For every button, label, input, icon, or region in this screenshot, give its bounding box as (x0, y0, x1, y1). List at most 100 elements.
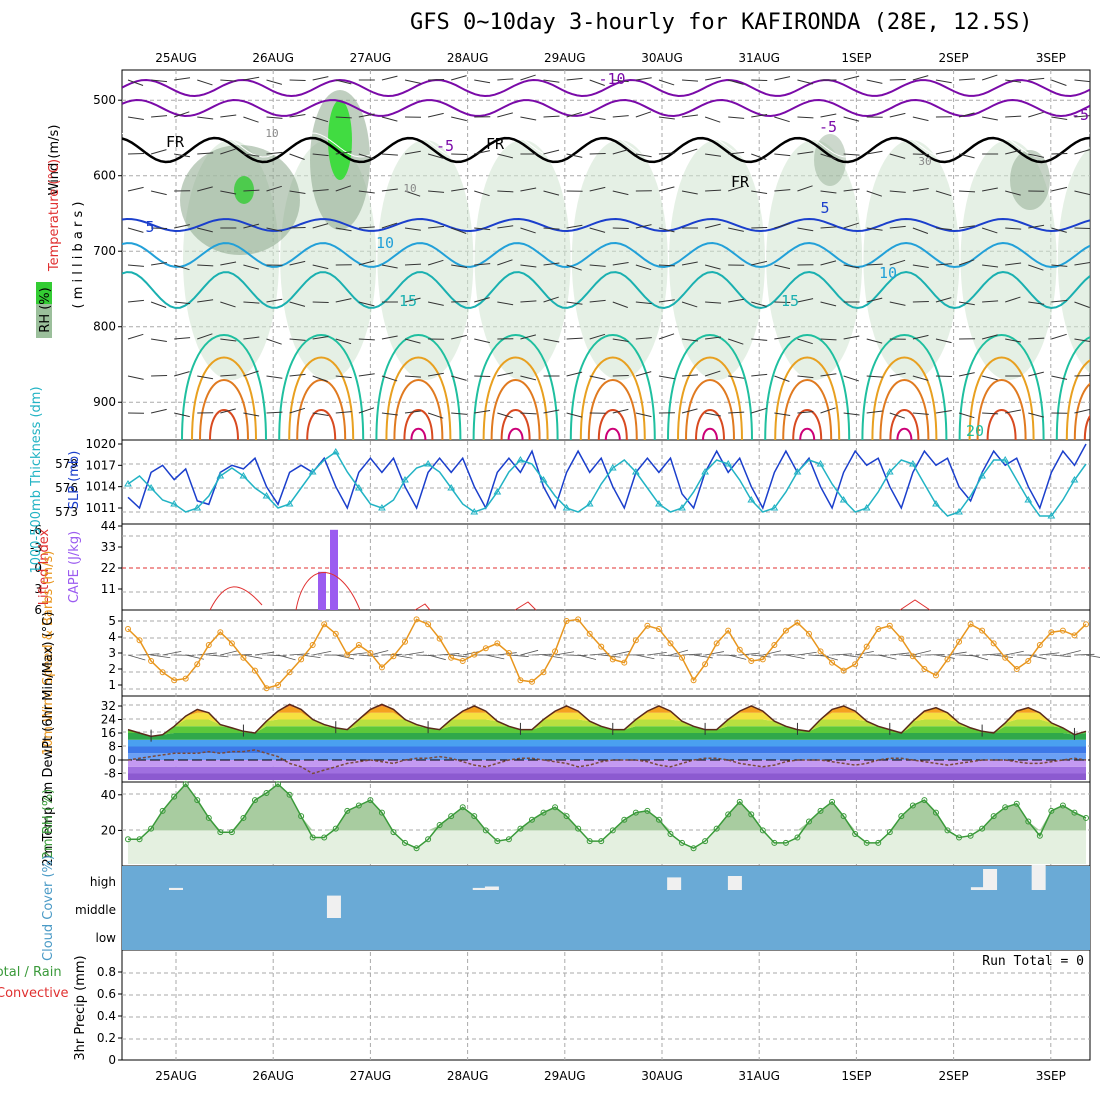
rh-line-marker (552, 804, 559, 811)
wind-barb (474, 79, 491, 84)
surface-wind-barb (878, 654, 897, 660)
wind-barb (127, 264, 144, 267)
wind-barb (289, 153, 305, 160)
ylabel-10m-wind: 10m Wind Speed & Barbs (m/s) (41, 551, 56, 756)
thickness-line-marker (262, 492, 271, 499)
temperature-dome (1065, 359, 1090, 440)
wind-speed-line-marker (482, 645, 489, 652)
contour-label: 15 (399, 292, 417, 310)
wind-speed-line-marker (1013, 666, 1020, 672)
wind-barb (1005, 149, 1021, 155)
wind-barb (220, 374, 237, 377)
wind-barb (1005, 79, 1022, 83)
isotherm-line (122, 136, 1090, 164)
rh-line-marker (725, 811, 732, 818)
wind-barb (543, 190, 560, 196)
wind-barb (751, 226, 768, 229)
wind-barb (681, 261, 698, 266)
wind-barb (612, 408, 629, 414)
temperature-dome (958, 334, 1045, 440)
date-label-bottom: 31AUG (738, 1069, 780, 1083)
thickness-line-marker (816, 460, 825, 467)
rh-line-marker (448, 813, 455, 820)
wind-speed-line-marker (586, 630, 593, 637)
wind-speed-line-marker (1071, 632, 1078, 639)
wind-barb (889, 190, 906, 193)
wind-barb (1005, 262, 1022, 266)
surface-wind-barb (520, 649, 539, 656)
thickness-line-marker (724, 460, 733, 467)
wind-barb (1051, 186, 1068, 192)
surface-wind-barb (658, 654, 679, 657)
wind-barb (935, 150, 952, 155)
rh-line-marker (148, 825, 155, 832)
wind-barb (612, 227, 629, 230)
wind-barb (612, 374, 629, 377)
thickness-line-marker (908, 460, 917, 467)
cloud-bar (326, 895, 341, 918)
wind-barb (243, 336, 260, 340)
wind-barb (266, 151, 283, 155)
slp-panel-frame (121, 439, 1091, 525)
wind-barb (427, 112, 444, 118)
cloud-bar (169, 887, 183, 890)
y-tick-label: 1 (108, 678, 116, 692)
thickness-tick-label: 579 (55, 457, 78, 471)
wind-speed-line-marker (517, 677, 524, 684)
wind-barb (566, 224, 583, 229)
wind-barb (497, 225, 514, 229)
wind-speed-line-marker (298, 656, 305, 663)
rh-line-marker (517, 825, 524, 832)
li-tick-label: 6 (34, 603, 42, 617)
contour-label: 10 (403, 182, 416, 195)
wind-barb (289, 226, 306, 229)
temperature-dome (1055, 336, 1090, 440)
surface-wind-barb (393, 654, 413, 659)
rh-line-marker (413, 845, 420, 852)
wind-barb (497, 372, 514, 377)
contour-label: 30 (918, 155, 931, 168)
wind-speed-line-marker (932, 672, 939, 679)
wind-barb (174, 412, 190, 418)
wind-barb (404, 227, 421, 231)
temperature-dome (764, 334, 851, 440)
y-tick-label: 900 (93, 395, 116, 409)
wind-barb (1028, 371, 1044, 377)
wind-barb (958, 372, 975, 377)
ylabel-rh: RH (%) (38, 287, 53, 332)
contour-label: 20 (966, 422, 984, 440)
temperature-dome (569, 334, 656, 440)
temperature-dome (403, 409, 434, 440)
wind-barb (243, 189, 260, 192)
wind-barb (1051, 152, 1068, 155)
date-label-top: 3SEP (1036, 51, 1066, 65)
wind-barb (797, 227, 814, 232)
wind-speed-line-marker (321, 621, 328, 628)
wind-barb (1051, 79, 1067, 86)
y-tick-label: 1011 (85, 501, 116, 515)
rh-line-marker (736, 798, 743, 805)
rh-line-marker (979, 825, 986, 832)
surface-wind-barb (347, 652, 367, 656)
wind-barb (451, 227, 467, 234)
wind-barb (358, 190, 375, 194)
temp-color-band (128, 753, 1086, 760)
wind-barb (197, 333, 213, 340)
thickness-tick-label: 576 (55, 481, 78, 495)
wind-barb (705, 76, 721, 81)
surface-wind-barb (1074, 653, 1095, 656)
temperature-dome (375, 334, 462, 440)
wind-barb (335, 411, 352, 414)
rh-line-marker (494, 838, 501, 845)
wind-barb (658, 333, 675, 340)
temp-color-band (128, 706, 1086, 737)
wind-barb (289, 79, 306, 82)
wind-barb (589, 264, 606, 267)
wind-barb (1028, 153, 1045, 158)
wind-barb (404, 338, 421, 344)
ylabel-cape: CAPE (J/kg) (67, 531, 82, 603)
wind-barb (589, 152, 606, 155)
surface-wind-barb (889, 652, 910, 656)
wind-barb (681, 408, 698, 414)
wind-barb (474, 338, 490, 344)
